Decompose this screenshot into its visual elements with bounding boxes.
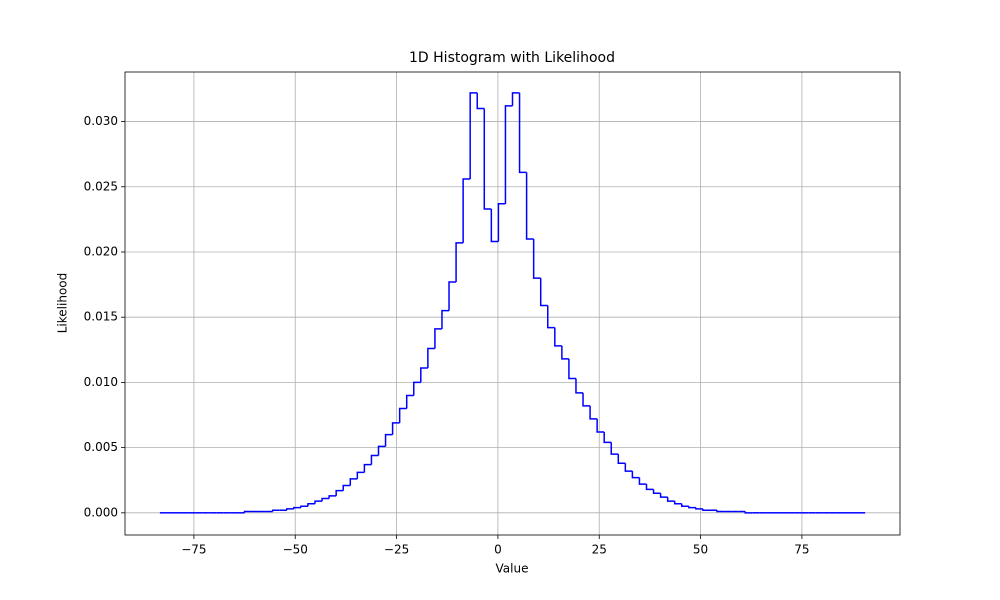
histogram-step xyxy=(561,345,569,360)
x-tick-label: 25 xyxy=(592,543,607,557)
histogram-step xyxy=(518,92,527,174)
histogram-step xyxy=(582,392,591,407)
histogram-step xyxy=(300,505,308,508)
histogram-step xyxy=(645,484,654,491)
histogram-step xyxy=(434,328,442,349)
histogram-step xyxy=(335,489,344,496)
y-tick-label: 0.000 xyxy=(84,505,118,519)
histogram-step xyxy=(716,510,725,513)
histogram-step xyxy=(490,208,499,243)
x-tick-label: 75 xyxy=(794,543,809,557)
histogram-step xyxy=(624,463,633,472)
histogram-step xyxy=(681,503,689,508)
histogram-step xyxy=(377,445,386,456)
histogram-step xyxy=(462,178,471,243)
histogram-step xyxy=(328,495,337,499)
histogram-step xyxy=(652,489,661,495)
histogram-step xyxy=(511,92,520,106)
histogram-step xyxy=(688,506,696,509)
histogram-step xyxy=(638,477,647,485)
x-axis-label: Value xyxy=(496,562,529,576)
y-tick-label: 0.005 xyxy=(84,440,118,454)
plot-frame xyxy=(124,71,901,536)
histogram-step xyxy=(391,422,400,435)
x-tick-label: −75 xyxy=(181,543,206,557)
histogram-step xyxy=(349,478,358,486)
histogram-step xyxy=(293,506,301,509)
histogram-step xyxy=(398,407,407,423)
histogram-step xyxy=(497,202,506,242)
histogram-step xyxy=(314,500,323,504)
histogram-step xyxy=(384,433,393,447)
histogram-step xyxy=(271,509,280,512)
chart-title: 1D Histogram with Likelihood xyxy=(409,50,615,66)
x-tick-label: −50 xyxy=(283,543,308,557)
histogram-step xyxy=(596,418,605,433)
histogram-step xyxy=(575,378,584,394)
x-tick-label: 50 xyxy=(693,543,708,557)
histogram-step xyxy=(673,501,682,505)
histogram-step xyxy=(617,454,626,465)
histogram-step xyxy=(532,238,541,279)
histogram-step xyxy=(356,471,365,479)
histogram-step xyxy=(483,108,492,210)
histogram-step xyxy=(539,278,548,307)
histogram-step xyxy=(695,507,703,510)
histogram-step xyxy=(405,394,414,409)
histogram-step xyxy=(420,367,428,383)
histogram-step xyxy=(370,454,379,465)
y-axis-label: Likelihood xyxy=(56,273,70,334)
histogram-step xyxy=(448,281,457,311)
histogram-step xyxy=(441,309,450,329)
y-tick-label: 0.010 xyxy=(84,375,118,389)
histogram-step xyxy=(554,327,562,347)
histogram-step xyxy=(476,92,485,110)
histogram-step xyxy=(744,511,753,514)
histogram-step xyxy=(363,463,372,473)
x-tick-label: −25 xyxy=(384,543,409,557)
histogram-step xyxy=(504,105,513,204)
histogram-step xyxy=(568,358,576,380)
histogram-step xyxy=(631,471,640,479)
histogram-step xyxy=(469,92,478,179)
histogram-step xyxy=(525,172,534,240)
histogram-step xyxy=(413,381,421,396)
y-tick-label: 0.020 xyxy=(84,244,118,258)
histogram-step xyxy=(702,508,710,511)
histogram-step xyxy=(610,442,619,455)
histogram-step xyxy=(659,493,668,498)
y-tick-label: 0.015 xyxy=(84,310,118,324)
histogram-step xyxy=(589,405,598,420)
histogram-step xyxy=(307,502,316,507)
y-tick-label: 0.025 xyxy=(84,179,118,193)
x-tick-label: 0 xyxy=(494,543,502,557)
histogram-step xyxy=(286,508,294,511)
histogram-step xyxy=(321,497,330,502)
histogram-step xyxy=(603,431,612,444)
histogram-step xyxy=(455,242,464,282)
histogram-step xyxy=(666,497,675,502)
y-tick-label: 0.030 xyxy=(84,114,118,128)
histogram-step xyxy=(427,347,435,369)
histogram-step xyxy=(342,484,351,491)
histogram-step xyxy=(243,510,252,513)
histogram-step xyxy=(547,305,555,329)
